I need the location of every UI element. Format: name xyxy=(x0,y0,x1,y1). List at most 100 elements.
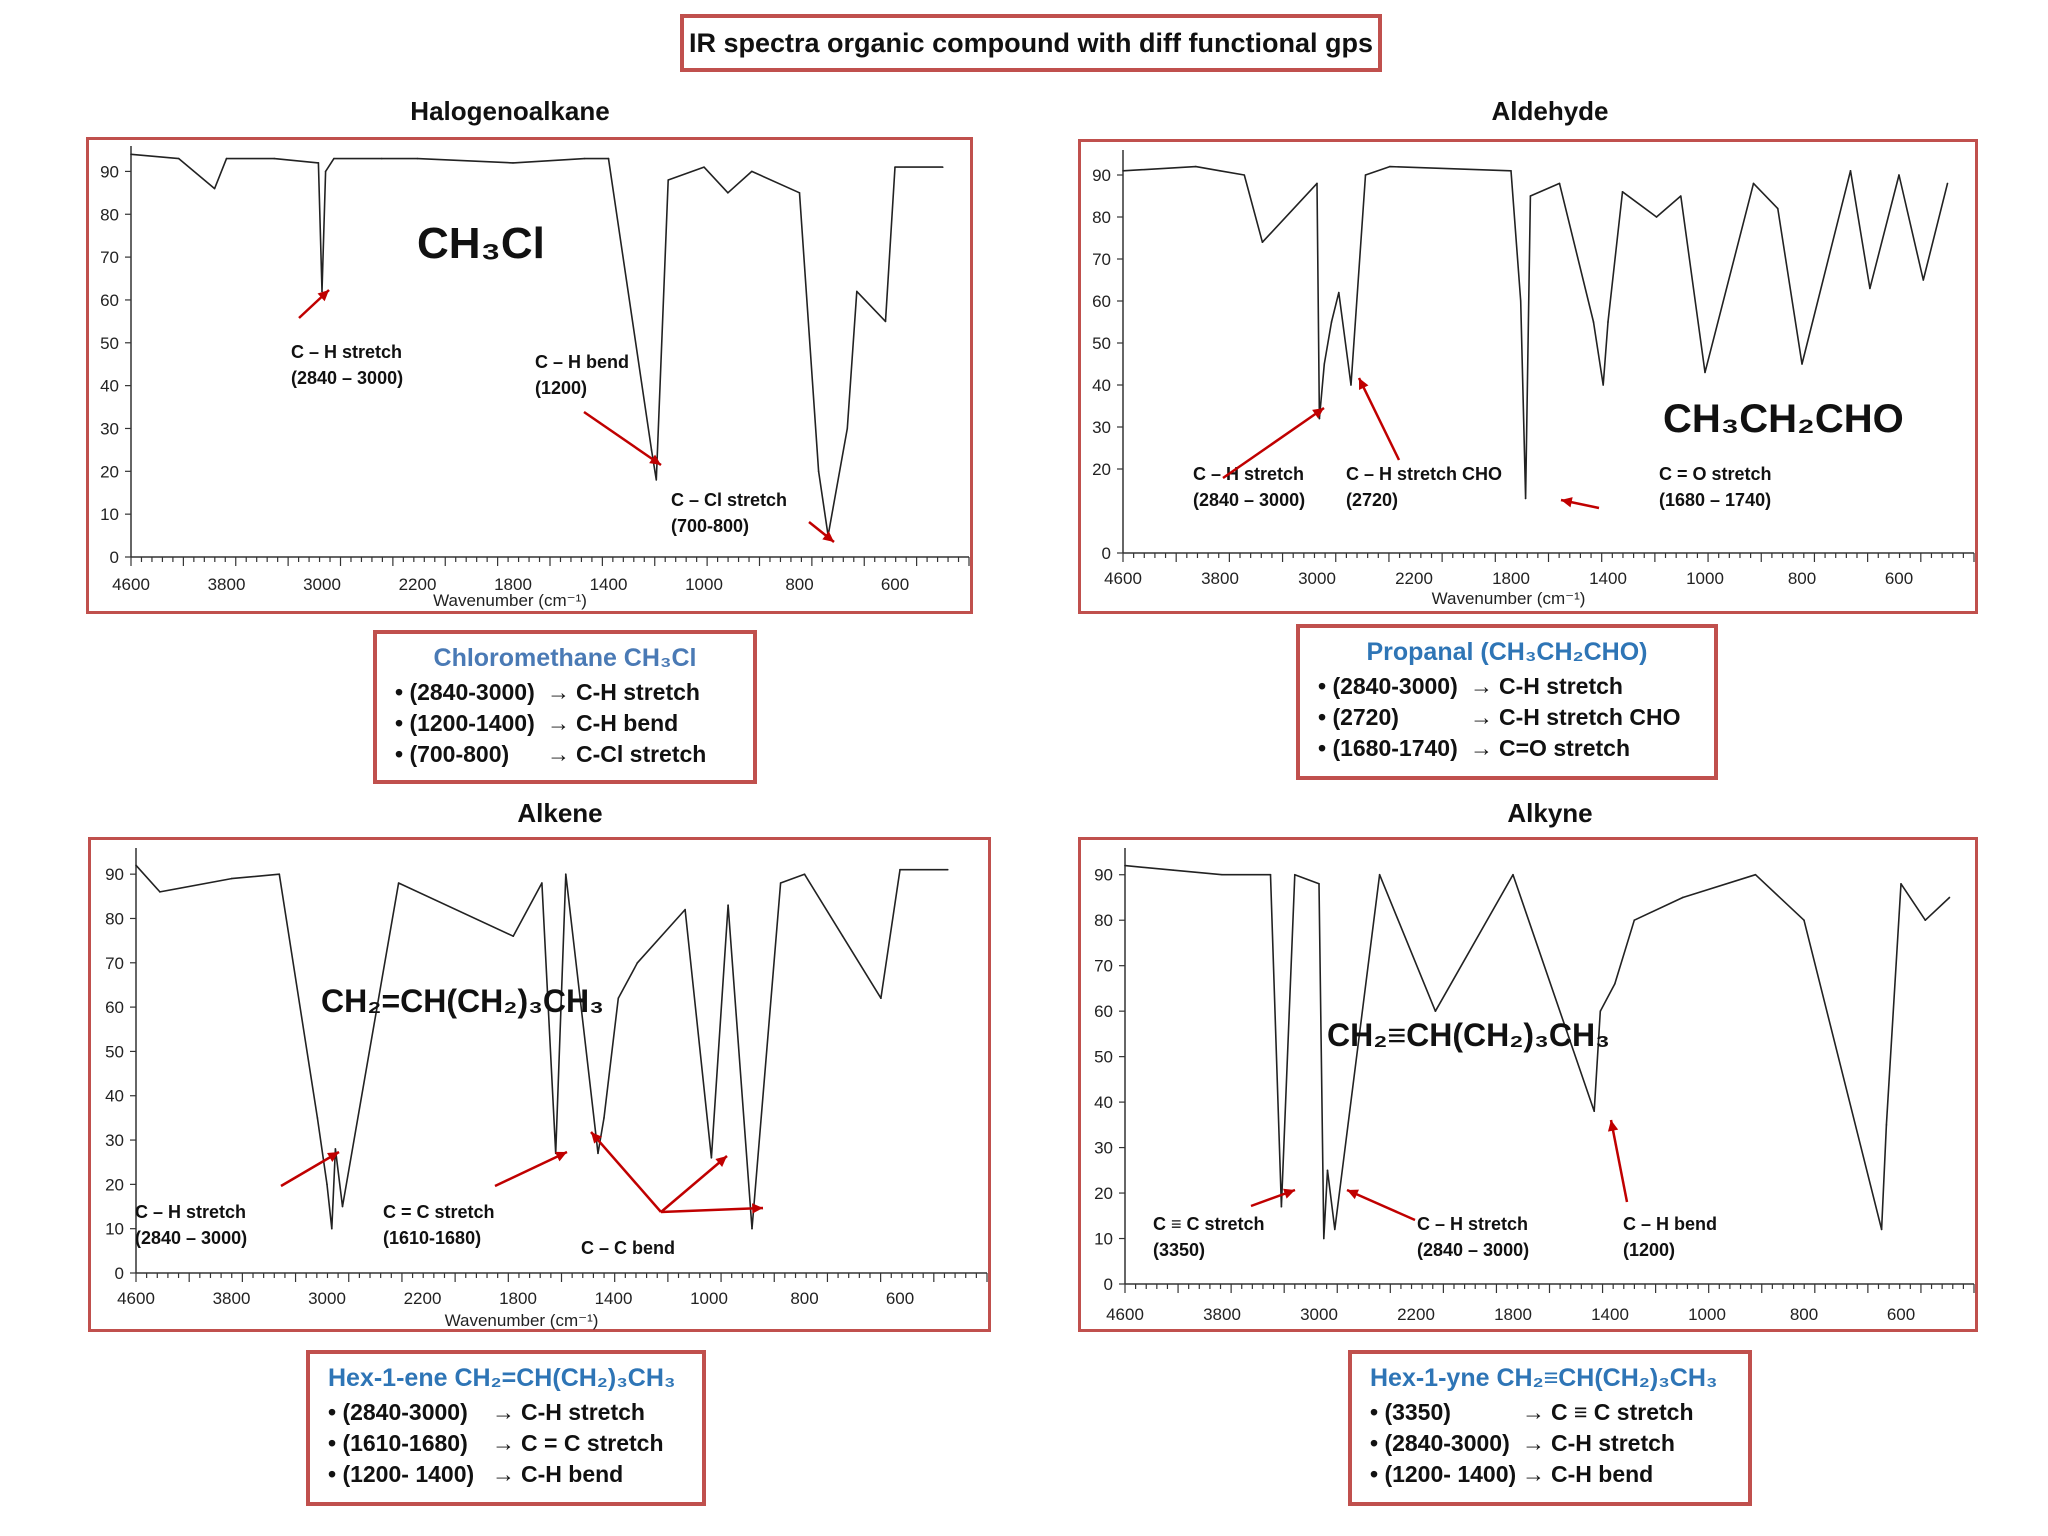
panel-heading-halogenoalkane: Halogenoalkane xyxy=(410,96,610,126)
molecule-formula: CH₃Cl xyxy=(417,219,545,268)
y-tick-label: 20 xyxy=(1092,460,1111,479)
arrowhead xyxy=(822,531,834,542)
x-tick-label: 1000 xyxy=(1688,1305,1726,1324)
spectrum-point xyxy=(1529,195,1532,197)
spectrum-point xyxy=(333,157,335,160)
y-tick-label: 40 xyxy=(105,1087,124,1106)
x-axis-title: Wavenumber (cm⁻¹) xyxy=(1432,589,1586,608)
wavenumber-range: • (2840-3000) xyxy=(1318,673,1458,699)
spectrum-point xyxy=(324,170,327,173)
annotation-label: C – H bend xyxy=(1623,1214,1717,1234)
spectrum-point xyxy=(541,882,543,884)
x-tick-label: 600 xyxy=(1885,569,1913,588)
spectrum-point xyxy=(1681,896,1684,899)
x-tick-label: 1800 xyxy=(499,1289,537,1308)
ir-spectrum-aldehyde: 0 20 30 40 50 60 70 80 90 4600 3800 3000 2200 1800 140… xyxy=(1092,150,1975,608)
y-tick-label: 90 xyxy=(105,865,124,884)
arrowhead xyxy=(317,290,329,302)
y-tick-label: 30 xyxy=(1094,1139,1113,1158)
annotation-arrow xyxy=(280,1150,340,1188)
annotation-range: (1680 – 1740) xyxy=(1659,490,1771,510)
spectrum-point xyxy=(1655,216,1658,218)
x-tick-label: 1000 xyxy=(690,1289,728,1308)
x-tick-label: 2200 xyxy=(399,575,437,594)
chart-panel-aldehyde: 0 20 30 40 50 60 70 80 90 4600 3800 3000 2200 1800 140… xyxy=(1078,139,1978,614)
arrow-glyph: → xyxy=(547,679,570,705)
spectrum-point xyxy=(1776,207,1779,210)
spectrum-point xyxy=(1243,174,1246,176)
y-tick-label: 60 xyxy=(1094,1002,1113,1021)
assignment: C-H stretch xyxy=(576,679,700,705)
y-tick-label: 0 xyxy=(115,1264,124,1283)
spectrum-trace xyxy=(135,864,948,1230)
spectrum-point xyxy=(1323,1237,1325,1240)
spectrum-trace xyxy=(1122,165,1949,500)
spectrum-point xyxy=(779,882,782,884)
y-tick-label: 30 xyxy=(1092,418,1111,437)
x-tick-label: 1400 xyxy=(595,1289,633,1308)
annotation-label: C – H bend xyxy=(535,352,629,372)
annotation-label: C ≡ C stretch xyxy=(1153,1214,1265,1234)
spectrum-point xyxy=(841,935,844,937)
spectrum-point xyxy=(1434,1010,1437,1012)
spectrum-point xyxy=(1633,919,1636,922)
arrow-glyph: → xyxy=(1470,735,1493,761)
annotation-arrow xyxy=(494,1150,568,1188)
spectrum-point xyxy=(1318,883,1320,885)
spectrum-point xyxy=(1122,170,1124,172)
x-tick-label: 3800 xyxy=(1203,1305,1241,1324)
wavenumber-range: • (2840-3000) xyxy=(395,679,535,705)
spectrum-point xyxy=(1752,182,1755,185)
annotation-arrow xyxy=(660,1155,728,1213)
x-tick-label: 4600 xyxy=(112,575,150,594)
spectrum-point xyxy=(1599,1010,1602,1012)
y-tick-label: 80 xyxy=(100,205,119,224)
x-axis-title: Wavenumber (cm⁻¹) xyxy=(433,591,587,610)
x-tick-label: 2200 xyxy=(1397,1305,1435,1324)
spectrum-point xyxy=(1869,287,1871,290)
annotation-arrow xyxy=(590,1131,662,1213)
x-tick-label: 3000 xyxy=(1300,1305,1338,1324)
spectrum-point xyxy=(1330,321,1333,323)
arrowhead xyxy=(1283,1188,1295,1199)
spectrum-point xyxy=(512,162,514,164)
x-tick-label: 1000 xyxy=(685,575,723,594)
spectrum-point xyxy=(1318,417,1321,420)
spectrum-point xyxy=(1922,279,1925,281)
y-tick-label: 40 xyxy=(1094,1093,1113,1112)
annotation-range: (1200) xyxy=(535,378,587,398)
arrow-glyph: → xyxy=(492,1461,515,1487)
spectrum-point xyxy=(1219,170,1221,172)
y-tick-label: 80 xyxy=(105,909,124,928)
spectrum-point xyxy=(230,877,233,880)
assignment: C-H stretch xyxy=(1551,1430,1675,1456)
annotation-range: (2720) xyxy=(1346,490,1398,510)
x-tick-label: 800 xyxy=(785,575,813,594)
spectrum-point xyxy=(1378,873,1381,876)
spectrum-point xyxy=(321,290,323,293)
x-tick-label: 1800 xyxy=(1494,1305,1532,1324)
summary-row: • (700-800) → C-Cl stretch xyxy=(395,739,735,770)
annotation-range: (2840 – 3000) xyxy=(1193,490,1305,510)
y-tick-label: 0 xyxy=(110,548,119,567)
x-tick-label: 4600 xyxy=(1106,1305,1144,1324)
assignment: C-Cl stretch xyxy=(576,741,707,767)
spectrum-point xyxy=(316,1117,319,1119)
spectrum-point xyxy=(1510,170,1512,172)
spectrum-point xyxy=(1704,371,1706,374)
spectrum-point xyxy=(655,479,658,481)
summary-box-propanal: Propanal (CH₃CH₂CHO) • (2840-3000) → C-H s… xyxy=(1296,624,1718,780)
spectrum-point xyxy=(880,997,882,1000)
y-tick-label: 10 xyxy=(105,1220,124,1239)
spectrum-point xyxy=(1801,363,1803,365)
spectrum-point xyxy=(512,935,515,937)
spectrum-point xyxy=(1512,873,1514,876)
y-tick-label: 80 xyxy=(1092,208,1111,227)
annotation-range: (2840 – 3000) xyxy=(291,368,403,388)
wavenumber-range: • (1200-1400) xyxy=(395,710,535,736)
annotation-arrow xyxy=(660,1206,764,1214)
annotation-label: C – H stretch xyxy=(1193,464,1304,484)
summary-title: Propanal (CH₃CH₂CHO) xyxy=(1366,638,1648,666)
spectrum-point xyxy=(1124,864,1126,867)
spectrum-point xyxy=(703,166,705,168)
